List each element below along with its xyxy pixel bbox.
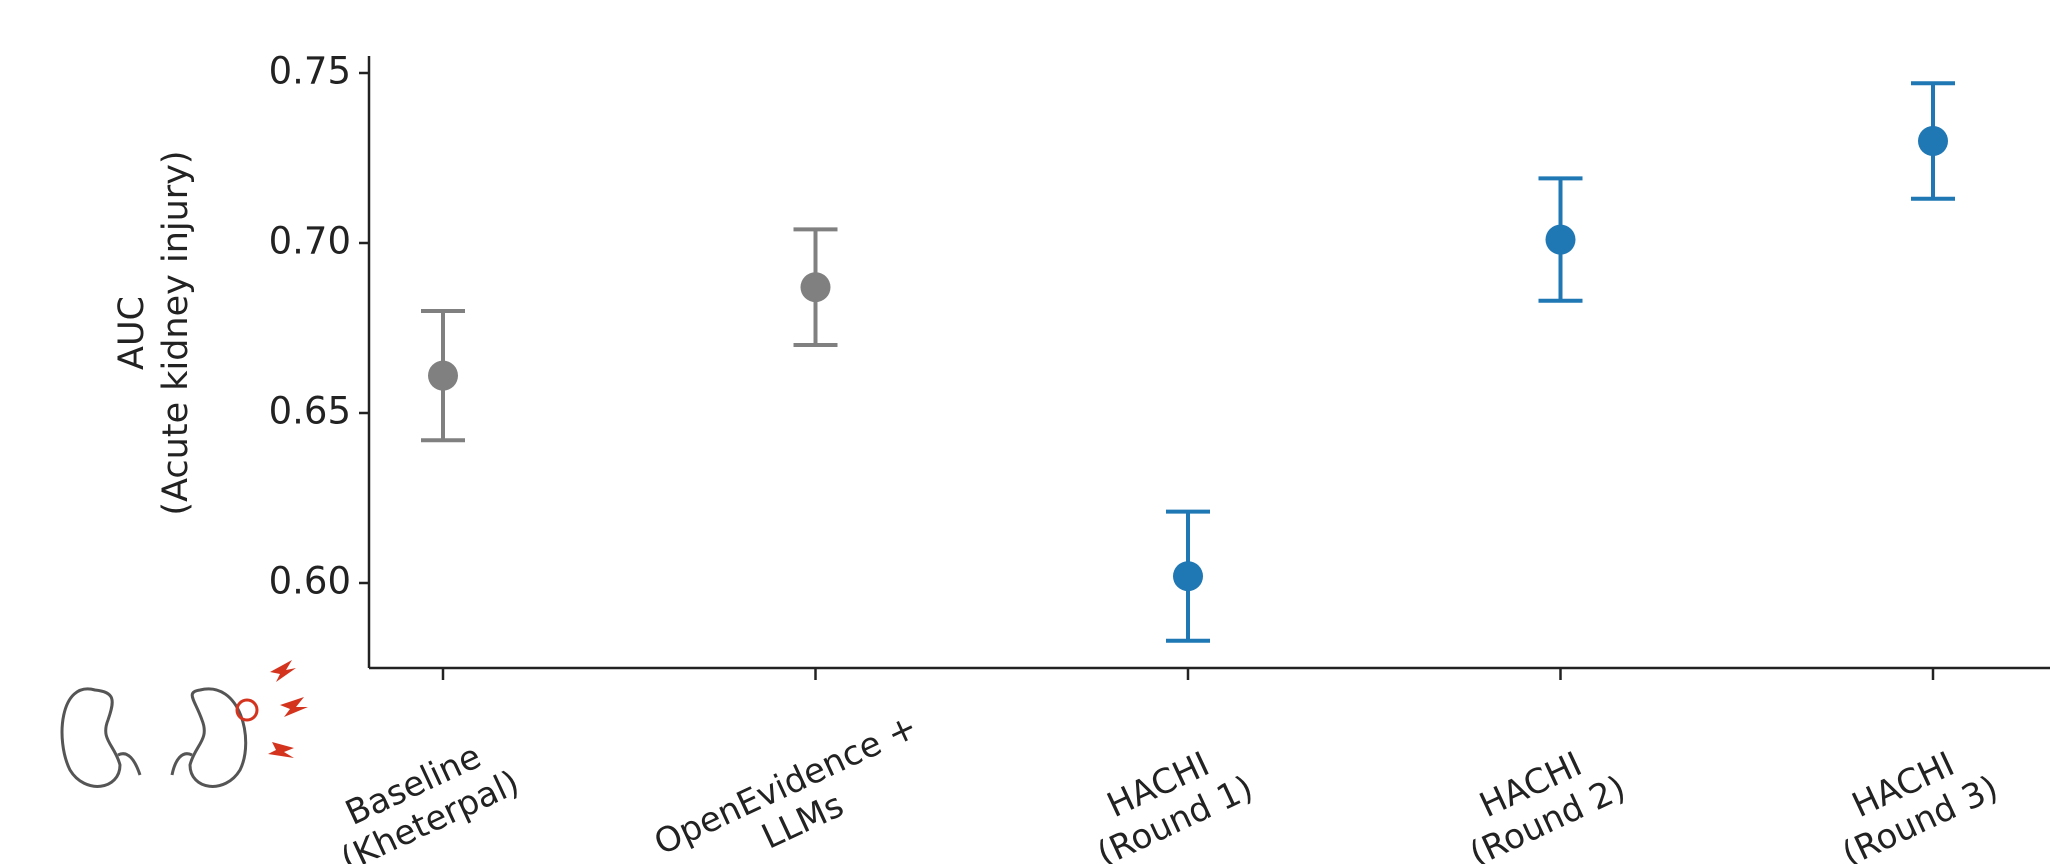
x-tick-label: HACHI(Round 1) <box>1074 732 1259 864</box>
kidney-icon <box>62 660 308 786</box>
point <box>428 361 458 391</box>
x-tick-label: Baseline(Kheterpal) <box>318 726 525 864</box>
chart: 0.60 0.65 0.70 0.75 AUC(Acute kidney injury)… <box>0 0 2050 864</box>
y-tick-label: 0.75 <box>269 50 351 93</box>
y-tick-label: 0.70 <box>269 220 351 263</box>
point <box>801 272 831 302</box>
x-tick-label: HACHI(Round 2) <box>1447 732 1632 864</box>
y-tick-label: 0.65 <box>269 390 351 433</box>
y-tick-label: 0.60 <box>269 560 351 603</box>
point <box>1173 561 1203 591</box>
y-axis-label: AUC <box>112 296 152 370</box>
point <box>1546 225 1576 255</box>
x-tick-label: HACHI(Round 3) <box>1819 732 2004 864</box>
y-axis-label: (Acute kidney injury) <box>156 150 196 515</box>
x-tick-label: OpenEvidence +LLMs <box>648 707 940 864</box>
point <box>1918 126 1948 156</box>
